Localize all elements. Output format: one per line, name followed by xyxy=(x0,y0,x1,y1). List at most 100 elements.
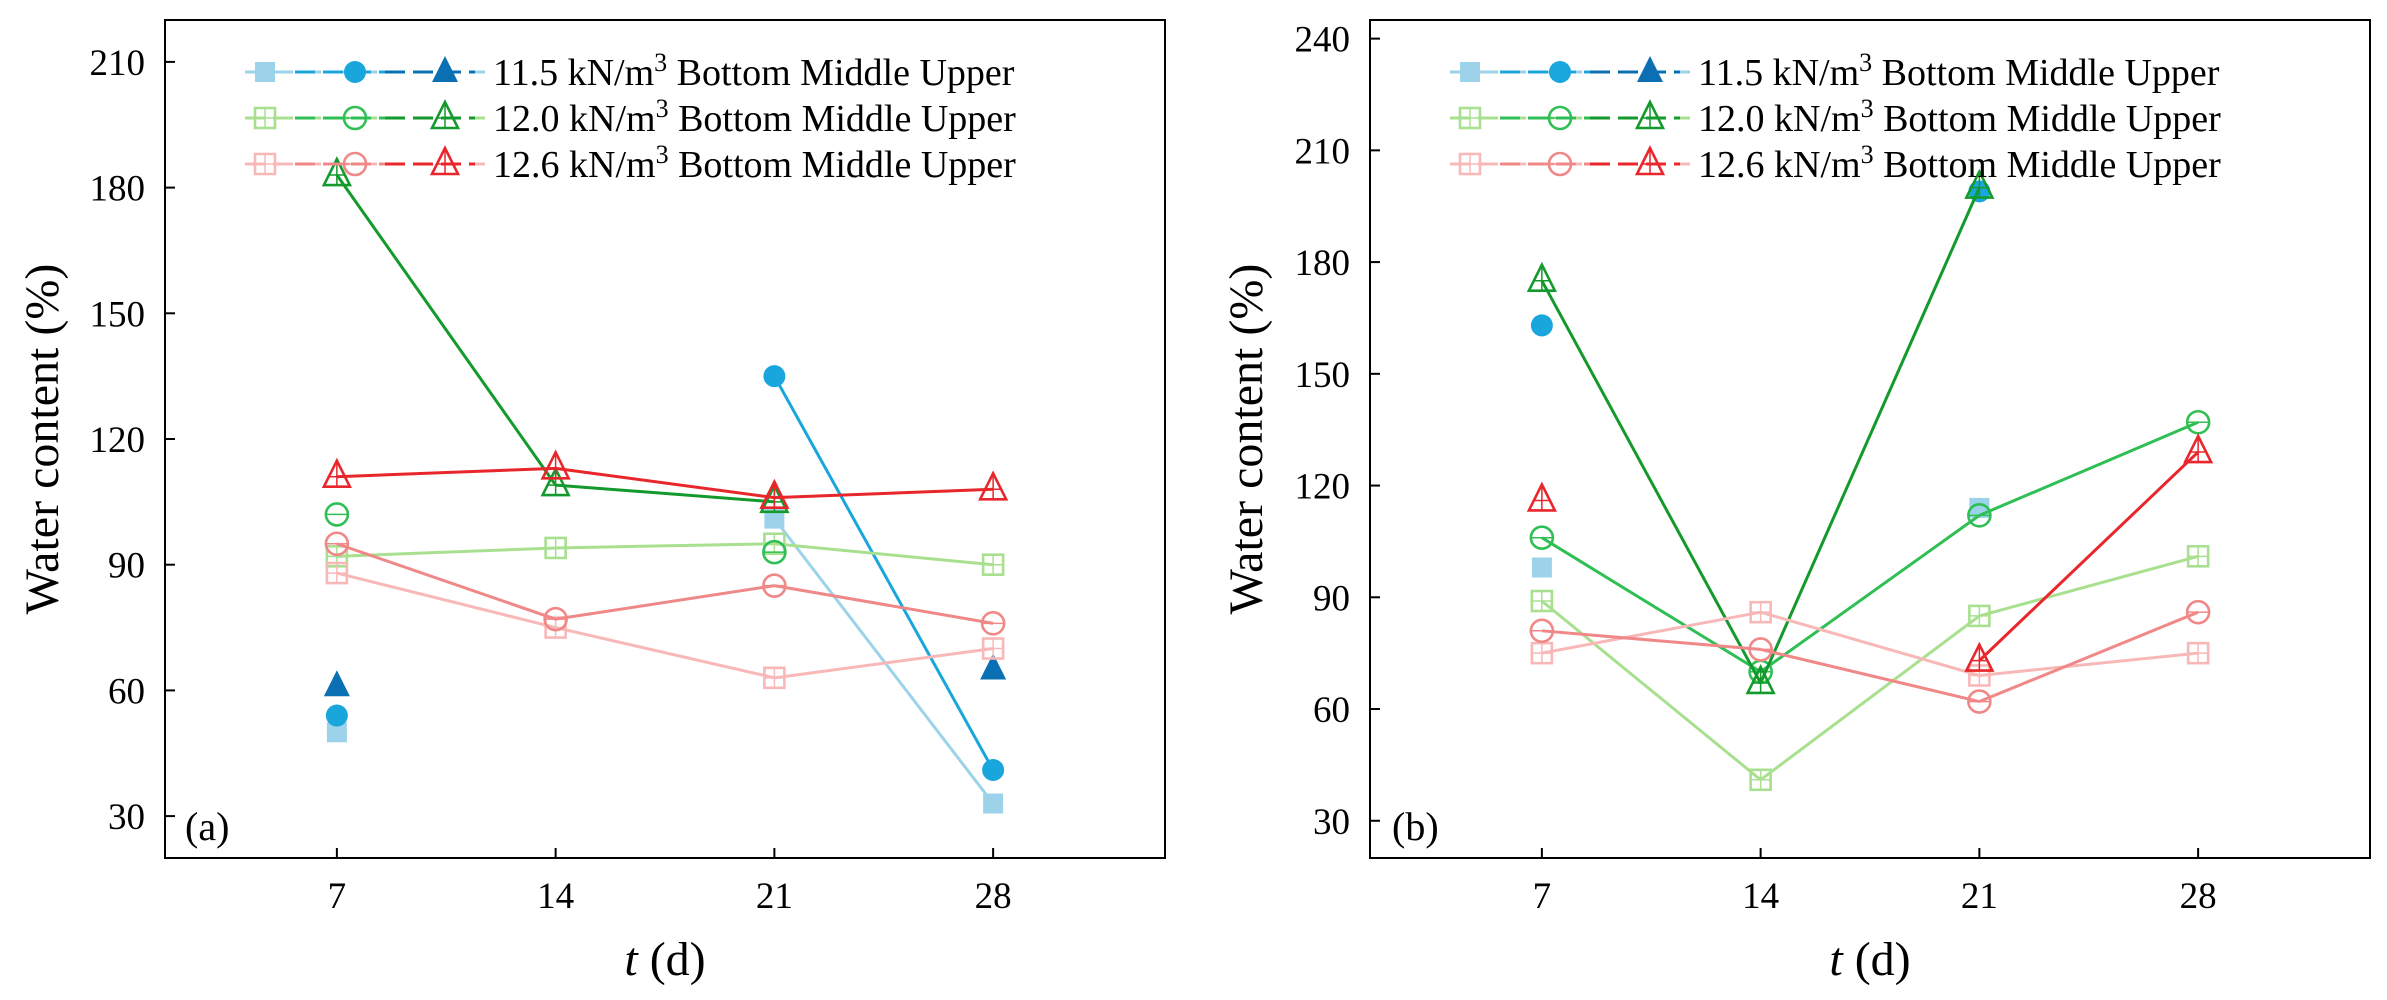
data-point xyxy=(764,508,785,529)
legend-marker xyxy=(432,56,458,82)
series-line xyxy=(336,466,556,479)
series-line xyxy=(1541,629,1761,651)
series-line xyxy=(1978,420,2199,517)
series-line xyxy=(555,466,775,500)
series-1-middle xyxy=(324,502,787,565)
legend-label: 11.5 kN/m3 Bottom Middle Upper xyxy=(1698,48,2220,94)
legend-marker xyxy=(1549,61,1571,83)
series-0-middle xyxy=(1530,180,1991,337)
y-tick-label: 150 xyxy=(1295,355,1351,396)
series-line xyxy=(1979,651,2199,677)
legend-marker xyxy=(255,62,275,82)
series-0-bottom xyxy=(326,508,1004,814)
series-0-bottom xyxy=(1531,497,1990,578)
series-1-bottom xyxy=(325,532,1005,577)
series-2-upper xyxy=(1526,433,2214,672)
x-tick-label: 14 xyxy=(537,876,574,917)
y-axis-label: Water content (%) xyxy=(16,264,69,615)
y-tick-label: 240 xyxy=(1295,20,1351,61)
series-line xyxy=(1978,554,2199,618)
x-axis-label: t (d) xyxy=(624,933,705,986)
series-line xyxy=(1759,614,1981,781)
series-line xyxy=(1978,610,2199,703)
y-tick-label: 180 xyxy=(1295,243,1351,284)
y-tick-label: 30 xyxy=(1313,802,1350,843)
data-point xyxy=(323,670,350,697)
panel-b: 30 60 90 120 150 180 210 240 7 14 21 28 t (d) Water c… xyxy=(1220,19,2371,986)
data-point xyxy=(1530,314,1553,337)
y-tick-label: 150 xyxy=(90,294,146,335)
series-1-upper xyxy=(321,156,790,514)
legend-label: 12.6 kN/m3 Bottom Middle Upper xyxy=(493,140,1016,186)
legend-label: 11.5 kN/m3 Bottom Middle Upper xyxy=(493,48,1015,94)
data-point xyxy=(326,722,347,743)
series-1-bottom xyxy=(1530,545,2210,792)
legend-marker xyxy=(344,61,366,83)
series-2-middle xyxy=(324,531,1006,636)
legend-marker xyxy=(1637,56,1663,82)
series-1-middle xyxy=(1529,409,2211,685)
plot-frame xyxy=(1369,19,2371,859)
x-tick-label: 28 xyxy=(975,876,1012,917)
series-line xyxy=(555,584,775,621)
series-line xyxy=(335,174,557,486)
y-tick-label: 90 xyxy=(1313,578,1350,619)
series-1-upper xyxy=(1526,168,1995,695)
panel-label: (a) xyxy=(185,804,229,849)
series-line xyxy=(774,542,994,567)
series-2-bottom xyxy=(1530,600,2210,687)
series-line xyxy=(774,584,994,625)
series-line xyxy=(773,517,995,805)
y-tick-label: 180 xyxy=(90,169,146,210)
y-tick-label: 120 xyxy=(90,420,146,461)
legend-marker xyxy=(1460,62,1480,82)
y-tick-label: 60 xyxy=(108,671,145,712)
data-point xyxy=(763,365,786,388)
x-tick-label: 28 xyxy=(2180,876,2217,917)
series-line xyxy=(1760,647,1980,704)
legend-label: 12.0 kN/m3 Bottom Middle Upper xyxy=(1698,94,2221,140)
series-line xyxy=(1759,514,1981,673)
series-line xyxy=(555,626,775,680)
legend-label: 12.6 kN/m3 Bottom Middle Upper xyxy=(1698,140,2221,186)
x-tick-label: 21 xyxy=(756,876,793,917)
data-point xyxy=(980,653,1007,680)
y-tick-label: 210 xyxy=(1295,131,1351,172)
y-axis-label: Water content (%) xyxy=(1220,264,1273,615)
data-point xyxy=(982,759,1005,782)
series-2-middle xyxy=(1529,599,2211,714)
y-tick-label: 30 xyxy=(108,797,145,838)
data-point xyxy=(325,704,348,727)
series-line xyxy=(555,542,775,550)
x-tick-label: 14 xyxy=(1742,876,1779,917)
y-tick-label: 210 xyxy=(90,43,146,84)
series-line xyxy=(1541,536,1762,674)
series-line xyxy=(774,487,994,500)
series-2-bottom xyxy=(325,561,1005,690)
series-2-upper xyxy=(321,449,1009,509)
series-0-middle xyxy=(325,365,1005,782)
x-axis-label: t (d) xyxy=(1829,933,1910,986)
series-line xyxy=(555,483,775,504)
x-tick-label: 21 xyxy=(1961,876,1998,917)
series-line xyxy=(1759,186,1981,684)
series-line xyxy=(1540,599,1762,781)
y-tick-label: 60 xyxy=(1313,690,1350,731)
series-line xyxy=(773,375,995,771)
series-line xyxy=(336,571,556,630)
data-point xyxy=(1531,557,1552,578)
y-tick-label: 90 xyxy=(108,546,145,587)
series-line xyxy=(1540,279,1762,684)
series-line xyxy=(1760,610,1980,677)
series-0-upper xyxy=(323,653,1007,697)
series-line xyxy=(336,542,557,621)
panel-a: 30 60 90 120 150 180 210 7 14 21 28 t (d) Water cont… xyxy=(16,19,1166,986)
x-tick-label: 7 xyxy=(1533,876,1552,917)
y-tick-label: 120 xyxy=(1295,467,1351,508)
x-tick-label: 7 xyxy=(328,876,347,917)
series-line xyxy=(1541,610,1761,655)
data-point xyxy=(983,793,1004,814)
